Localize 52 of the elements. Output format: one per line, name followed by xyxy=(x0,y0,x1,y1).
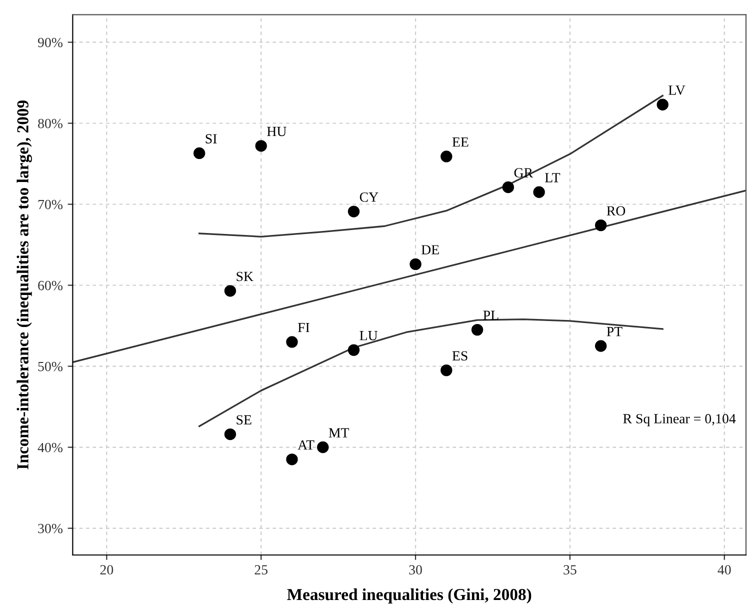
x-tick-label: 35 xyxy=(564,565,576,574)
point xyxy=(533,186,545,198)
annotation: FI xyxy=(298,322,310,332)
annotation: SE xyxy=(236,415,252,425)
point xyxy=(410,258,422,270)
annotation: LU xyxy=(360,331,378,340)
point xyxy=(471,324,484,336)
annotation: PT xyxy=(606,327,622,336)
annotation: R Sq Linear = 0,104 xyxy=(623,414,736,426)
point xyxy=(594,340,607,352)
point xyxy=(440,150,452,162)
point xyxy=(348,206,360,218)
x-tick-label: 40 xyxy=(718,565,731,574)
annotation: DE xyxy=(421,245,439,254)
annotation: AT xyxy=(298,440,314,450)
annotation: LV xyxy=(668,86,686,95)
annotation: EE xyxy=(452,137,468,147)
y-tick-label: 40% xyxy=(38,442,63,452)
annotation: ES xyxy=(452,351,468,361)
annotation: GR xyxy=(514,168,534,178)
point xyxy=(656,98,668,110)
annotation: MT xyxy=(328,428,350,438)
point xyxy=(502,181,514,194)
y-tick-label: 30% xyxy=(38,524,63,534)
x-tick-label: 20 xyxy=(100,565,114,574)
y-tick-label: 70% xyxy=(38,200,63,210)
annotation: HU xyxy=(267,126,286,136)
annotation: PL xyxy=(483,310,498,320)
annotation: CY xyxy=(360,192,378,202)
line-series xyxy=(198,94,664,238)
x-axis-title: Measured inequalities (Gini, 2008) xyxy=(287,588,532,604)
point xyxy=(286,336,298,348)
point xyxy=(348,344,360,356)
y-tick-label: 50% xyxy=(38,362,63,372)
point xyxy=(286,454,298,466)
annotation: SI xyxy=(206,134,217,144)
point xyxy=(594,219,607,232)
annotation: LT xyxy=(545,173,560,182)
point xyxy=(317,441,329,454)
y-tick-label: 60% xyxy=(38,280,63,290)
y-tick-label: 90% xyxy=(38,38,63,48)
point xyxy=(224,285,236,297)
point xyxy=(193,147,206,160)
y-tick-label: 80% xyxy=(38,118,63,128)
x-tick-label: 30 xyxy=(409,565,422,574)
point xyxy=(224,428,236,440)
x-tick-label: 25 xyxy=(254,565,268,574)
point xyxy=(255,140,267,152)
point xyxy=(440,364,452,376)
annotation: RO xyxy=(606,206,626,216)
y-axis-title: Income-intolerance (inequalities are too large), 2009 xyxy=(16,100,32,470)
annotation: SK xyxy=(236,272,254,282)
